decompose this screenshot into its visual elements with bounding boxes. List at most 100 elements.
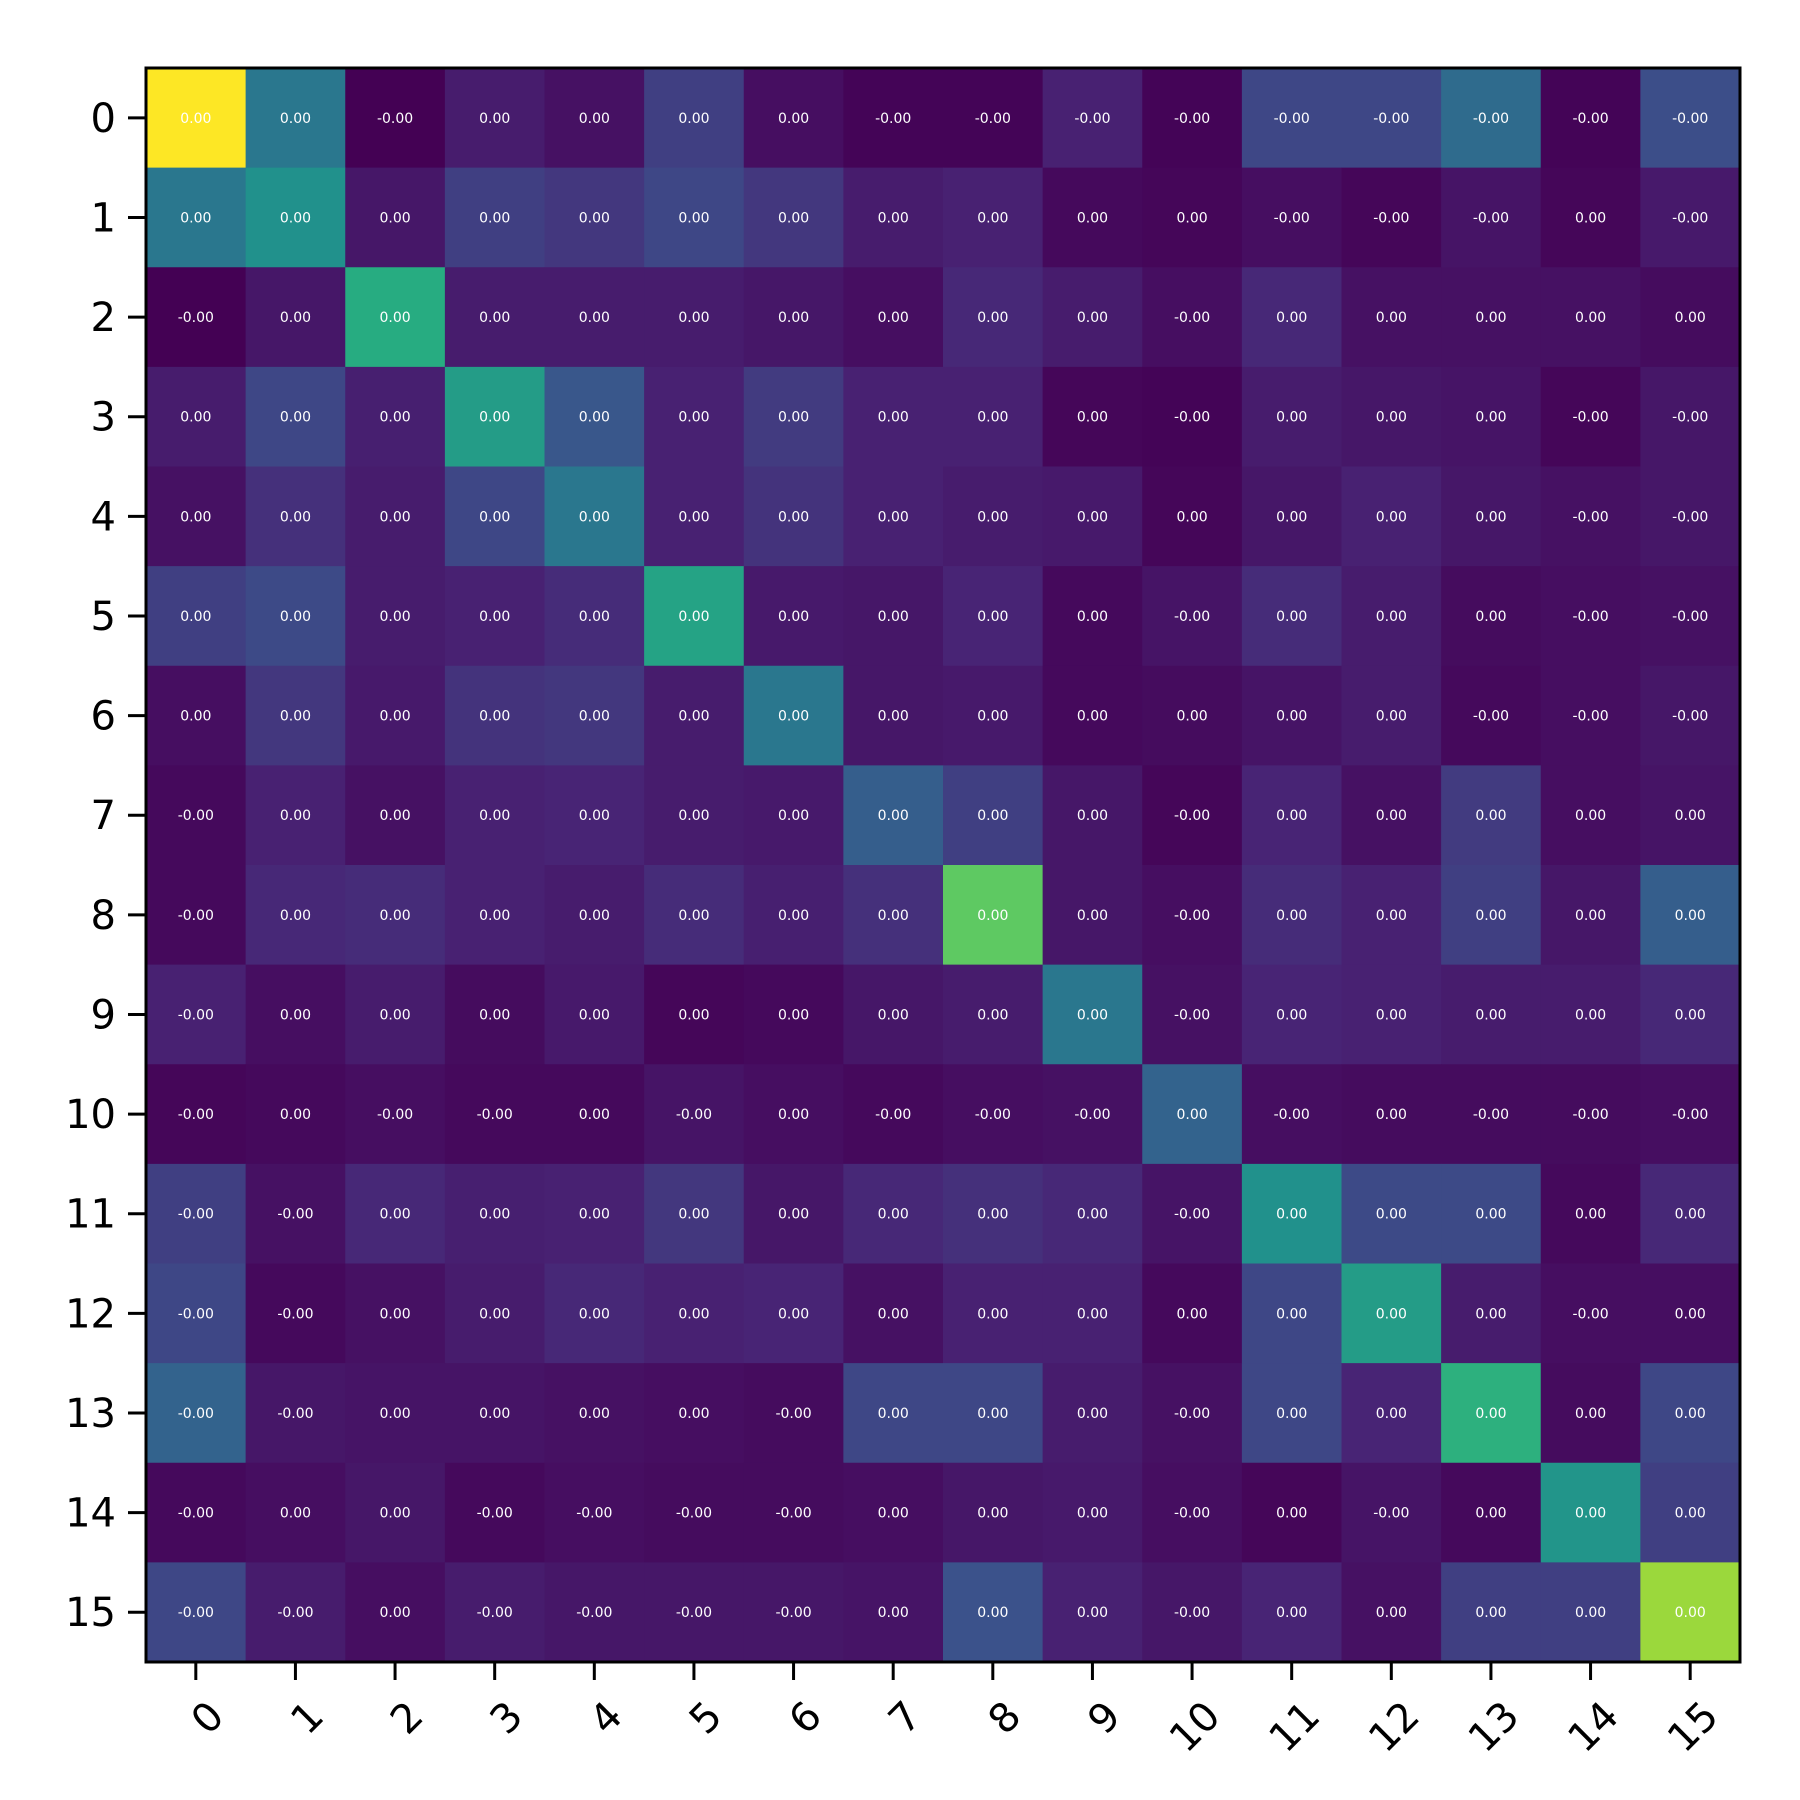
cell-value-label-0-1: 0.00 <box>280 111 311 127</box>
heatmap-cell-1-2 <box>345 167 446 268</box>
cell-value-label-15-4: -0.00 <box>576 1605 612 1621</box>
heatmap-cell-8-7 <box>843 865 944 966</box>
cell-value-label-0-2: -0.00 <box>377 111 413 127</box>
heatmap-cell-7-6 <box>743 765 844 866</box>
heatmap-cell-3-7 <box>843 366 944 467</box>
heatmap-cell-9-2 <box>345 964 446 1065</box>
heatmap-cell-12-2 <box>345 1263 446 1364</box>
heatmap-cell-14-13 <box>1441 1462 1542 1563</box>
cell-value-label-13-13: 0.00 <box>1475 1406 1506 1422</box>
cell-value-label-4-4: 0.00 <box>579 509 610 525</box>
heatmap-cell-14-15 <box>1640 1462 1741 1563</box>
heatmap-cell-2-13 <box>1441 267 1542 368</box>
heatmap-cell-6-1 <box>245 665 346 766</box>
heatmap-cell-4-11 <box>1241 466 1342 567</box>
cell-value-label-4-11: 0.00 <box>1276 509 1307 525</box>
cell-value-label-15-2: 0.00 <box>379 1605 410 1621</box>
cell-value-label-10-8: -0.00 <box>975 1107 1011 1123</box>
heatmap-cell-11-1 <box>245 1163 346 1264</box>
cell-value-label-6-13: -0.00 <box>1473 709 1509 725</box>
heatmap-cell-13-10 <box>1142 1363 1243 1464</box>
heatmap-cell-7-3 <box>444 765 545 866</box>
cell-value-label-2-1: 0.00 <box>280 310 311 326</box>
heatmap-cell-12-7 <box>843 1263 944 1364</box>
x-tick-label-9: 9 <box>1079 1693 1130 1744</box>
heatmap-cell-11-3 <box>444 1163 545 1264</box>
cell-value-label-4-8: 0.00 <box>977 509 1008 525</box>
cell-value-label-5-6: 0.00 <box>778 609 809 625</box>
cell-value-label-6-11: 0.00 <box>1276 709 1307 725</box>
cell-value-label-6-9: 0.00 <box>1077 709 1108 725</box>
cell-value-label-15-1: -0.00 <box>277 1605 313 1621</box>
heatmap-cell-8-10 <box>1142 865 1243 966</box>
heatmap-cell-13-15 <box>1640 1363 1741 1464</box>
cell-value-label-0-15: -0.00 <box>1672 111 1708 127</box>
cell-value-label-4-15: -0.00 <box>1672 509 1708 525</box>
heatmap-cell-11-6 <box>743 1163 844 1264</box>
cell-value-label-3-2: 0.00 <box>379 410 410 426</box>
cell-value-label-4-5: 0.00 <box>678 509 709 525</box>
cell-value-label-8-15: 0.00 <box>1675 908 1706 924</box>
cell-value-label-10-10: 0.00 <box>1176 1107 1207 1123</box>
heatmap-cell-3-12 <box>1341 366 1442 467</box>
cell-value-label-5-1: 0.00 <box>280 609 311 625</box>
heatmap-cell-6-0 <box>146 665 247 766</box>
heatmap-cell-3-15 <box>1640 366 1741 467</box>
heatmap-cell-2-8 <box>943 267 1044 368</box>
heatmap-cell-7-8 <box>943 765 1044 866</box>
y-tick-label-7: 7 <box>91 793 116 839</box>
heatmap-cell-15-7 <box>843 1562 944 1663</box>
heatmap-cell-13-11 <box>1241 1363 1342 1464</box>
cell-value-label-4-14: -0.00 <box>1572 509 1608 525</box>
heatmap-cell-10-7 <box>843 1064 944 1165</box>
heatmap-cell-2-9 <box>1042 267 1143 368</box>
cell-value-label-2-8: 0.00 <box>977 310 1008 326</box>
cell-value-label-10-15: -0.00 <box>1672 1107 1708 1123</box>
cell-value-label-15-13: 0.00 <box>1475 1605 1506 1621</box>
cell-value-label-13-6: -0.00 <box>775 1406 811 1422</box>
heatmap-cell-9-10 <box>1142 964 1243 1065</box>
cell-value-label-8-4: 0.00 <box>579 908 610 924</box>
heatmap-cell-3-0 <box>146 366 247 467</box>
cell-value-label-2-11: 0.00 <box>1276 310 1307 326</box>
cell-value-label-1-1: 0.00 <box>280 210 311 226</box>
heatmap-cell-14-14 <box>1540 1462 1641 1563</box>
heatmap-cell-12-1 <box>245 1263 346 1364</box>
heatmap-cell-4-13 <box>1441 466 1542 567</box>
x-tick-label-2: 2 <box>382 1693 433 1744</box>
cell-value-label-3-3: 0.00 <box>479 410 510 426</box>
cell-value-label-13-2: 0.00 <box>379 1406 410 1422</box>
cell-value-label-9-6: 0.00 <box>778 1007 809 1023</box>
cell-value-label-2-2: 0.00 <box>379 310 410 326</box>
heatmap-cell-5-15 <box>1640 566 1741 667</box>
heatmap-cell-9-7 <box>843 964 944 1065</box>
x-tick-label-0: 0 <box>183 1693 234 1744</box>
heatmap-cell-3-6 <box>743 366 844 467</box>
heatmap-cell-0-10 <box>1142 68 1243 169</box>
cell-value-label-5-4: 0.00 <box>579 609 610 625</box>
heatmap-cell-10-10 <box>1142 1064 1243 1165</box>
cell-value-label-15-10: -0.00 <box>1174 1605 1210 1621</box>
cell-value-label-8-7: 0.00 <box>878 908 909 924</box>
cell-value-label-15-12: 0.00 <box>1376 1605 1407 1621</box>
cell-value-label-8-11: 0.00 <box>1276 908 1307 924</box>
cell-value-label-14-9: 0.00 <box>1077 1506 1108 1522</box>
heatmap-cell-11-2 <box>345 1163 446 1264</box>
heatmap-cell-14-6 <box>743 1462 844 1563</box>
x-tick-label-5: 5 <box>681 1693 732 1744</box>
cell-value-label-8-14: 0.00 <box>1575 908 1606 924</box>
cell-value-label-1-14: 0.00 <box>1575 210 1606 226</box>
cell-value-label-13-9: 0.00 <box>1077 1406 1108 1422</box>
cell-value-label-8-12: 0.00 <box>1376 908 1407 924</box>
cell-value-label-6-0: 0.00 <box>180 709 211 725</box>
cell-value-label-13-11: 0.00 <box>1276 1406 1307 1422</box>
heatmap-cell-14-12 <box>1341 1462 1442 1563</box>
heatmap-cell-13-5 <box>644 1363 745 1464</box>
cell-value-label-5-2: 0.00 <box>379 609 410 625</box>
heatmap-cell-6-2 <box>345 665 446 766</box>
cell-value-label-11-2: 0.00 <box>379 1207 410 1223</box>
cell-value-label-11-12: 0.00 <box>1376 1207 1407 1223</box>
heatmap-cell-1-5 <box>644 167 745 268</box>
x-tick-label-15: 15 <box>1659 1693 1728 1762</box>
cell-value-label-2-10: -0.00 <box>1174 310 1210 326</box>
